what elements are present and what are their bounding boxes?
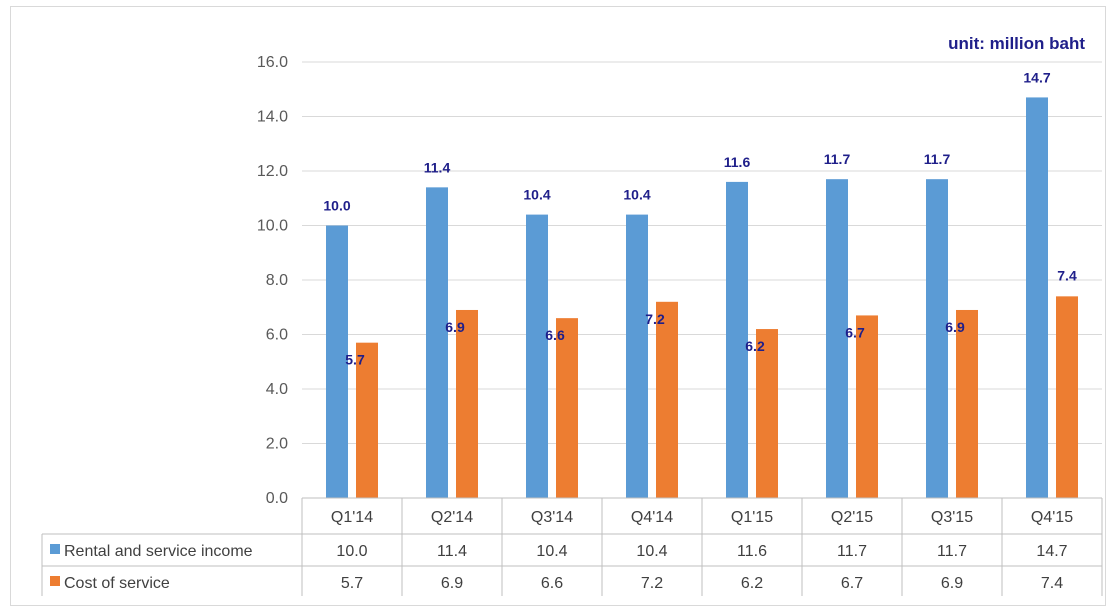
table-cell-value: 11.7 [937, 543, 967, 560]
data-label-rental: 11.6 [724, 154, 751, 170]
bar-cost-of-service [656, 301, 678, 498]
bar-cost-of-service [556, 318, 578, 498]
data-label-cost: 7.2 [645, 311, 665, 327]
y-tick-label: 10.0 [257, 218, 288, 235]
x-category-label: Q2'15 [831, 509, 873, 526]
bar-rental-income [426, 187, 448, 498]
bar-rental-income [826, 179, 848, 499]
bar-cost-of-service [856, 315, 878, 498]
x-category-label: Q4'15 [1031, 509, 1073, 526]
gridlines [302, 61, 1102, 499]
y-tick-label: 4.0 [266, 381, 288, 398]
bar-cost-of-service [956, 309, 978, 498]
data-label-rental: 11.7 [924, 151, 951, 167]
y-tick-label: 14.0 [257, 109, 288, 126]
bar-rental-income [526, 214, 548, 498]
x-category-label: Q1'15 [731, 509, 773, 526]
bars [326, 97, 1078, 499]
unit-label: unit: million baht [948, 34, 1085, 53]
data-label-rental: 11.4 [424, 159, 451, 175]
table-cell-value: 7.4 [1041, 575, 1063, 592]
bar-rental-income [626, 214, 648, 498]
table-cell-value: 10.0 [336, 543, 367, 560]
data-label-cost: 7.4 [1057, 267, 1077, 283]
y-tick-label: 2.0 [266, 436, 288, 453]
y-tick-label: 16.0 [257, 54, 288, 71]
table-cell-value: 10.4 [536, 543, 567, 560]
table-cell-value: 6.9 [441, 575, 463, 592]
data-label-cost: 6.2 [745, 338, 765, 354]
bar-rental-income [326, 225, 348, 498]
bar-rental-income [726, 181, 748, 498]
table-cell-value: 11.7 [837, 543, 867, 560]
bar-cost-of-service [756, 329, 778, 498]
table-cell-value: 6.7 [841, 575, 863, 592]
data-label-cost: 6.9 [445, 319, 465, 335]
x-category-label: Q1'14 [331, 509, 373, 526]
x-category-label: Q3'14 [531, 509, 573, 526]
data-label-cost: 6.6 [545, 327, 565, 343]
table-cell-value: 6.2 [741, 575, 763, 592]
data-label-cost: 6.7 [845, 324, 865, 340]
bar-cost-of-service [456, 309, 478, 498]
data-label-rental: 10.4 [623, 187, 650, 203]
legend-series-name: Rental and service income [64, 543, 253, 560]
y-tick-label: 12.0 [257, 163, 288, 180]
y-tick-label: 0.0 [266, 490, 288, 507]
table-cell-value: 11.6 [737, 543, 767, 560]
table-cell-value: 10.4 [636, 543, 667, 560]
table-cell-value: 11.4 [437, 543, 467, 560]
data-label-cost: 5.7 [345, 352, 365, 368]
y-tick-label: 8.0 [266, 272, 288, 289]
bar-rental-income [926, 179, 948, 499]
table-cell-value: 5.7 [341, 575, 363, 592]
y-tick-label: 6.0 [266, 327, 288, 344]
data-labels: 10.0 11.4 10.4 10.4 11.6 11.7 11.7 14.7 5.7 6.9 6.… [323, 69, 1077, 367]
legend-swatch [50, 544, 60, 554]
table-cell-value: 6.6 [541, 575, 563, 592]
table-cell-value: 14.7 [1036, 543, 1067, 560]
x-category-label: Q2'14 [431, 509, 473, 526]
legend-series-name: Cost of service [64, 575, 170, 592]
data-label-rental: 10.4 [523, 187, 550, 203]
bar-cost-of-service [1056, 296, 1078, 498]
bar-rental-income [1026, 97, 1048, 499]
x-category-label: Q4'14 [631, 509, 673, 526]
data-label-rental: 11.7 [824, 151, 851, 167]
data-label-cost: 6.9 [945, 319, 965, 335]
data-table: Q1'14 Q2'14 Q3'14 Q4'14 Q1'15 Q2'15 Q3'15 Q4'15… [41, 497, 1103, 596]
table-cell-value: 7.2 [641, 575, 663, 592]
table-cell-value: 6.9 [941, 575, 963, 592]
x-category-label: Q3'15 [931, 509, 973, 526]
legend-swatch [50, 576, 60, 586]
data-label-rental: 10.0 [323, 198, 350, 214]
y-axis: 0.0 2.0 4.0 6.0 8.0 10.0 12.0 14.0 16.0 [257, 54, 288, 507]
bar-cost-of-service [356, 342, 378, 498]
data-label-rental: 14.7 [1023, 69, 1050, 85]
